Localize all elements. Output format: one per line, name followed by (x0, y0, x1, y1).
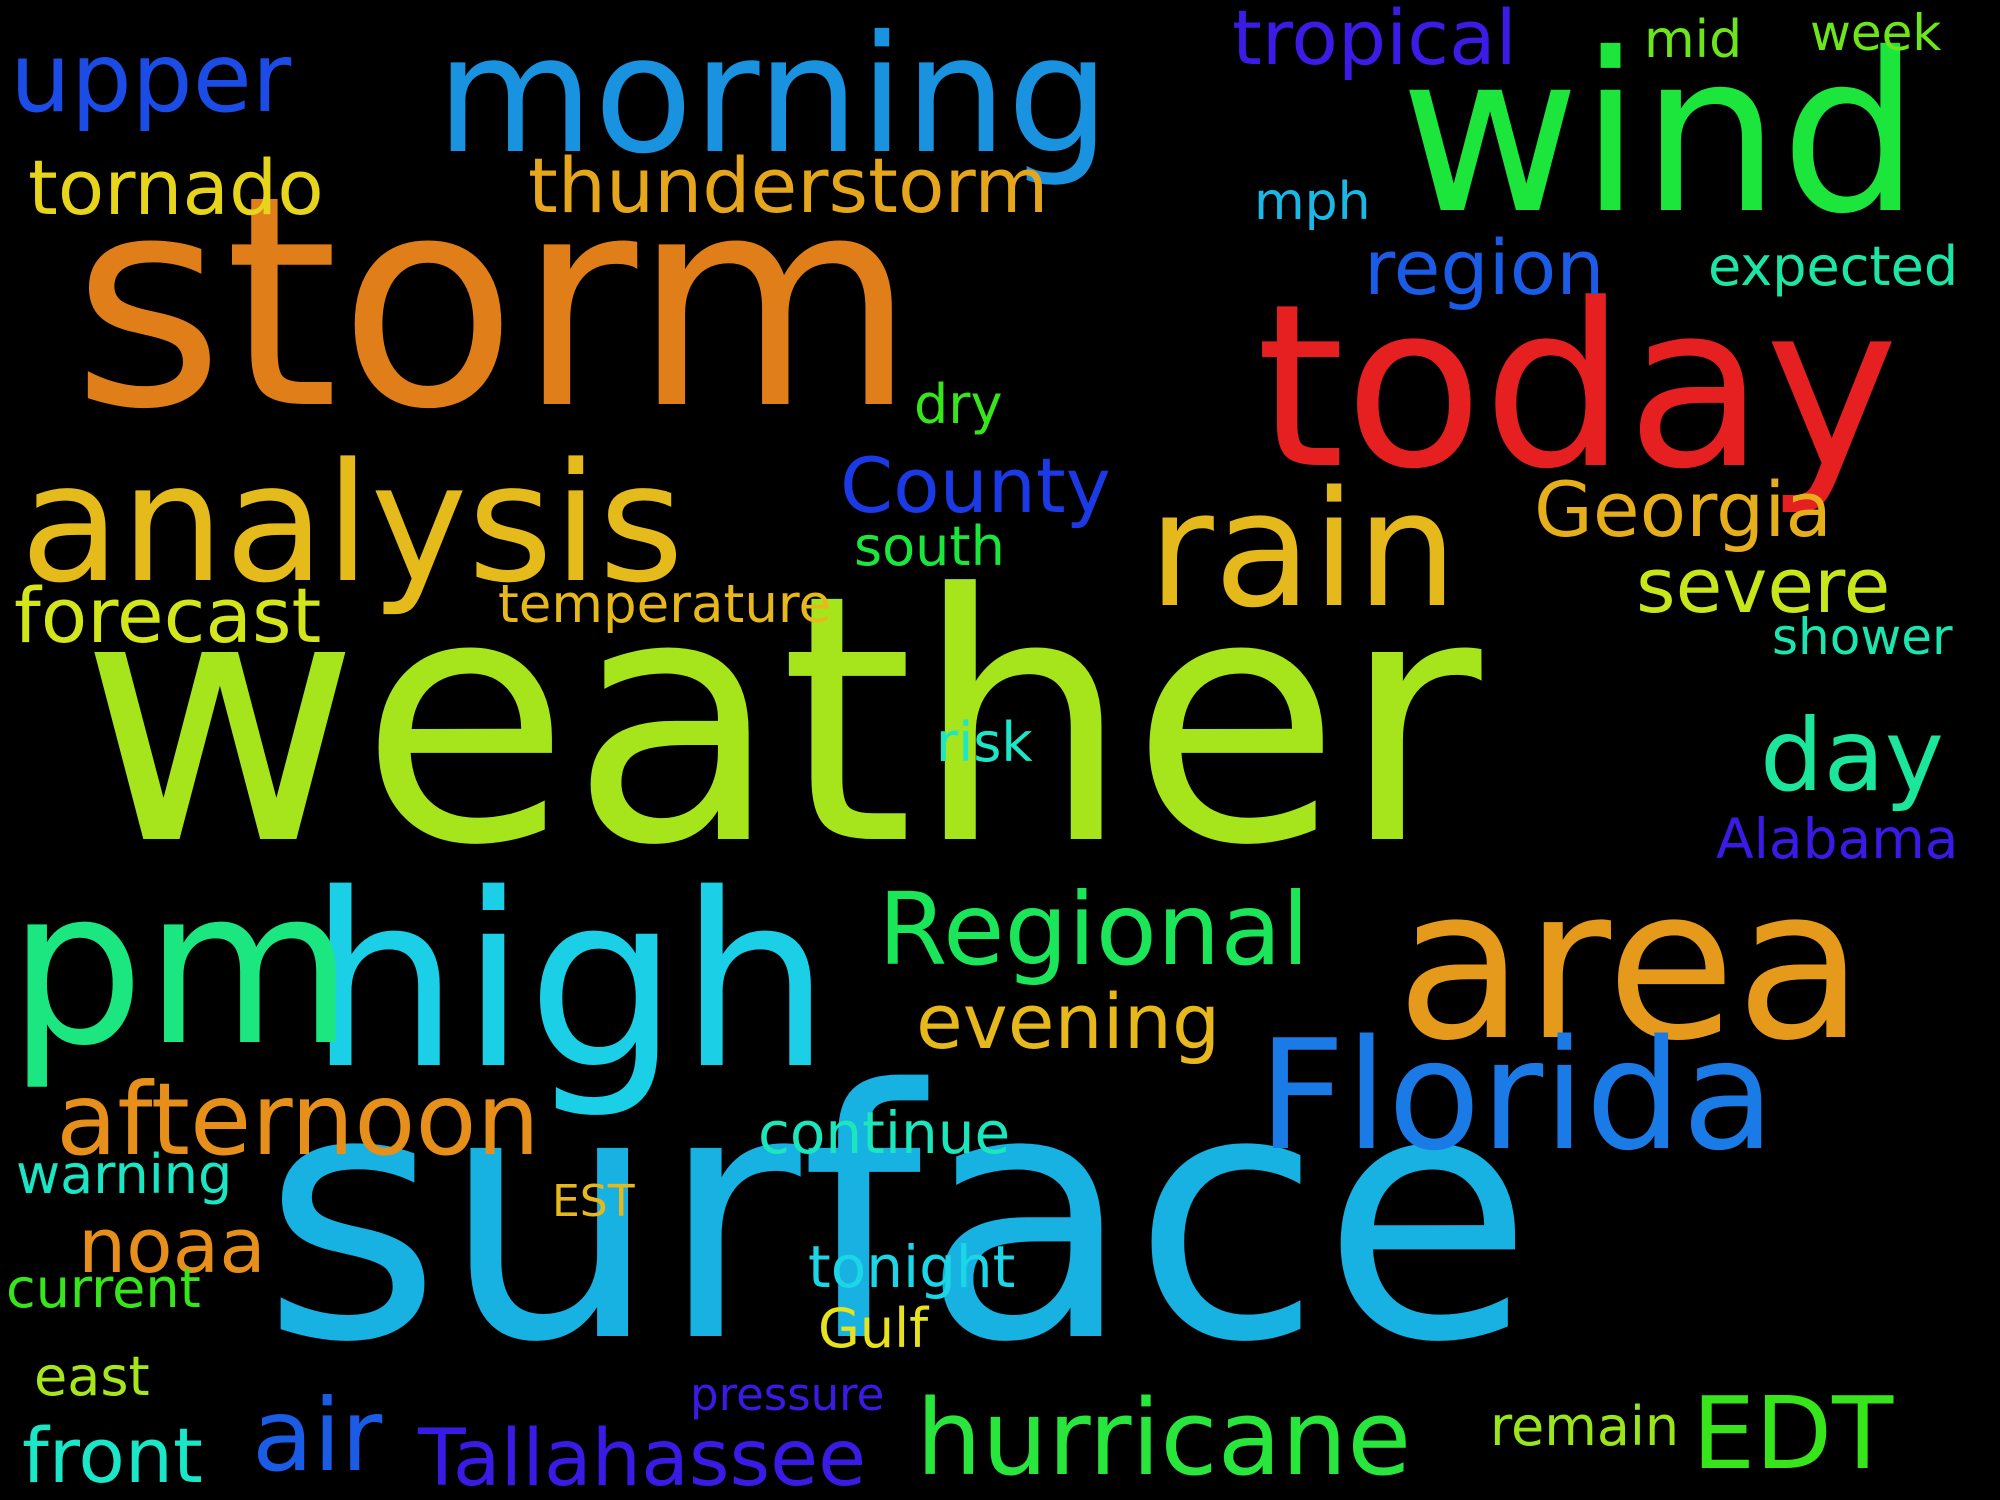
word-risk: risk (936, 711, 1033, 774)
word-dry: dry (914, 373, 1003, 436)
word-tornado: tornado (28, 143, 324, 232)
word-south: south (854, 515, 1005, 578)
word-gulf: Gulf (818, 1297, 929, 1360)
word-morning: morning (436, 2, 1110, 190)
word-noaa: noaa (78, 1201, 266, 1290)
word-rain: rain (1148, 456, 1458, 643)
word-tropical: tropical (1232, 0, 1517, 82)
word-air: air (252, 1377, 383, 1494)
word-upper: upper (10, 22, 292, 134)
word-current: current (6, 1257, 201, 1320)
word-alabama: Alabama (1716, 807, 1959, 871)
word-storm: storm (72, 133, 917, 473)
word-area: area (1396, 842, 1865, 1087)
word-front: front (22, 1411, 203, 1500)
word-evening: evening (916, 977, 1221, 1066)
word-tonight: tonight (808, 1233, 1016, 1301)
word-shower: shower (1772, 608, 1953, 666)
word-east: east (34, 1345, 150, 1408)
word-county: County (840, 441, 1111, 530)
word-expected: expected (1708, 235, 1959, 298)
word-temperature: temperature (498, 574, 832, 635)
word-weather: weather (80, 522, 1482, 920)
word-severe: severe (1636, 541, 1891, 630)
word-warning: warning (16, 1143, 233, 1206)
word-surface: surface (262, 1018, 1534, 1418)
word-thunderstorm: thunderstorm (528, 141, 1049, 230)
word-florida: Florida (1258, 1007, 1776, 1184)
word-analysis: analysis (20, 428, 685, 619)
word-mph: mph (1254, 172, 1371, 232)
word-wind: wind (1400, 6, 1921, 262)
word-today: today (1256, 256, 1899, 519)
word-day: day (1760, 697, 1944, 814)
word-georgia: Georgia (1534, 465, 1832, 554)
word-mid: mid (1644, 10, 1743, 70)
word-week: week (1810, 4, 1942, 62)
word-pressure: pressure (690, 1368, 885, 1421)
word-high: high (308, 842, 832, 1122)
word-pm: pm (8, 842, 354, 1093)
word-hurricane: hurricane (916, 1377, 1412, 1499)
word-remain: remain (1490, 1395, 1680, 1458)
word-region: region (1364, 223, 1605, 312)
word-regional: Regional (878, 871, 1310, 988)
word-tallahassee: Tallahassee (418, 1414, 867, 1500)
word-continue: continue (758, 1099, 1011, 1167)
word-est: EST (552, 1176, 635, 1227)
word-edt: EDT (1692, 1375, 1894, 1492)
word-forecast: forecast (14, 571, 322, 660)
word-afternoon: afternoon (56, 1061, 540, 1178)
